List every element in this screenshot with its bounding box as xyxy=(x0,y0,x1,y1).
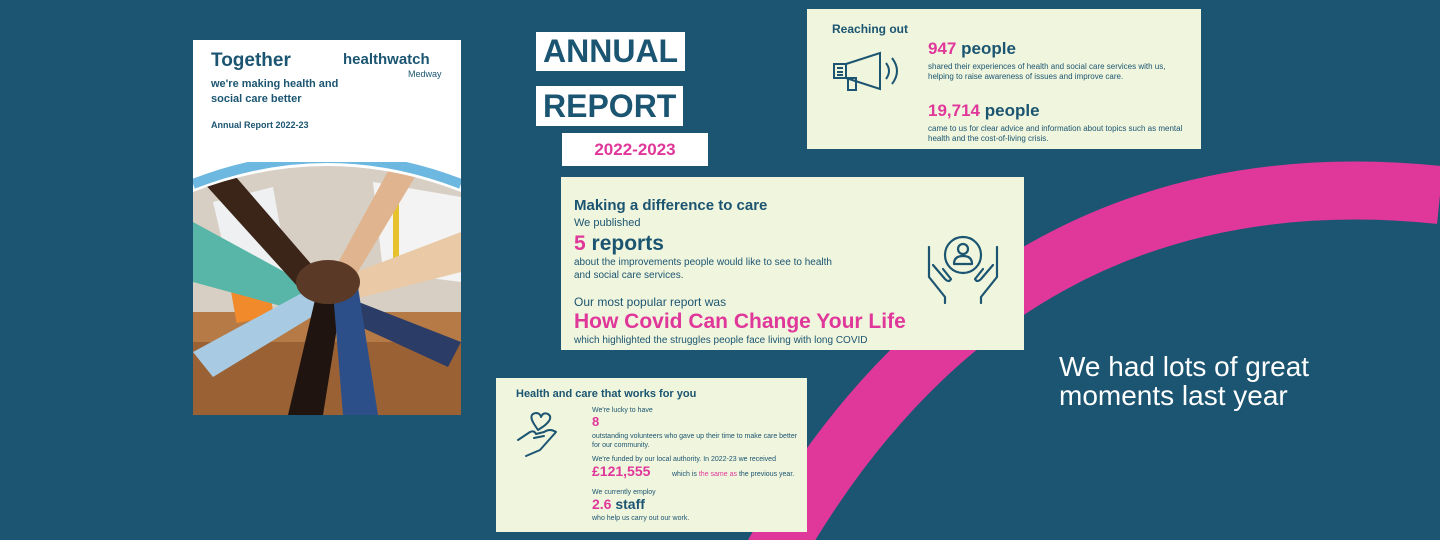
healthwatch-logo: healthwatch xyxy=(343,51,430,68)
funding-comparison: which is the same as the previous year. xyxy=(672,470,794,479)
report-cover: Together we're making health and social … xyxy=(193,40,461,415)
megaphone-icon xyxy=(833,51,898,91)
health-care-card: Health and care that works for you We're… xyxy=(496,378,807,532)
cover-report-label: Annual Report 2022-23 xyxy=(211,120,309,130)
funding-suffix: the previous year. xyxy=(738,471,795,478)
heading-years: 2022-2023 xyxy=(562,133,708,166)
hands-holding-person-icon xyxy=(927,235,999,305)
reaching-out-title: Reaching out xyxy=(832,22,909,36)
heading-report: REPORT xyxy=(536,86,684,126)
hands-stacked-photo xyxy=(193,162,461,415)
stat-people-shared-unit: people xyxy=(961,39,1016,58)
stat-people-shared-number: 947 xyxy=(928,39,957,58)
funded-text: We're funded by our local authority. In … xyxy=(592,456,776,463)
stat-people-advised-number: 19,714 xyxy=(928,101,980,120)
reports-number: 5 xyxy=(574,232,586,255)
reports-count: 5 reports xyxy=(574,232,664,256)
employ-text: We currently employ xyxy=(592,489,656,496)
logo-location: Medway xyxy=(408,69,442,79)
published-label: We published xyxy=(574,217,641,229)
reaching-out-card: Reaching out 947 people shared their exp… xyxy=(807,9,1201,149)
staff-count: 2.6 staff xyxy=(592,496,645,512)
health-care-title: Health and care that works for you xyxy=(516,388,697,400)
logo-name: healthwatch xyxy=(343,51,430,68)
staff-text: who help us carry out our work. xyxy=(592,515,690,522)
volunteers-number: 8 xyxy=(592,414,600,429)
popular-report-text: which highlighted the struggles people f… xyxy=(574,335,868,346)
popular-report-title: How Covid Can Change Your Life xyxy=(574,310,906,333)
funding-highlight: the same as xyxy=(698,471,737,478)
stat-people-advised: 19,714 people xyxy=(928,101,1040,121)
heart-in-hand-icon xyxy=(517,412,557,457)
lucky-text: We're lucky to have xyxy=(592,407,653,414)
stat-people-advised-text: came to us for clear advice and informat… xyxy=(928,124,1183,143)
funding-amount: £121,555 xyxy=(592,463,651,479)
stat-people-shared: 947 people xyxy=(928,39,1016,59)
funding-prefix: which is xyxy=(672,471,697,478)
reports-unit: reports xyxy=(591,232,664,255)
stat-people-shared-text: shared their experiences of health and s… xyxy=(928,62,1166,81)
heading-annual: ANNUAL xyxy=(536,32,686,71)
moments-text: We had lots of great moments last year xyxy=(1059,351,1310,411)
difference-title: Making a difference to care xyxy=(574,197,768,214)
staff-number: 2.6 xyxy=(592,496,612,512)
cover-title: Together xyxy=(211,50,291,71)
cover-subtitle: we're making health and social care bett… xyxy=(211,78,339,105)
reports-text: about the improvements people would like… xyxy=(574,257,832,281)
staff-unit: staff xyxy=(615,496,645,512)
stat-people-advised-unit: people xyxy=(984,101,1040,120)
volunteers-text: outstanding volunteers who gave up their… xyxy=(592,433,798,449)
difference-card: Making a difference to care We published… xyxy=(561,177,1024,350)
popular-label: Our most popular report was xyxy=(574,295,727,309)
